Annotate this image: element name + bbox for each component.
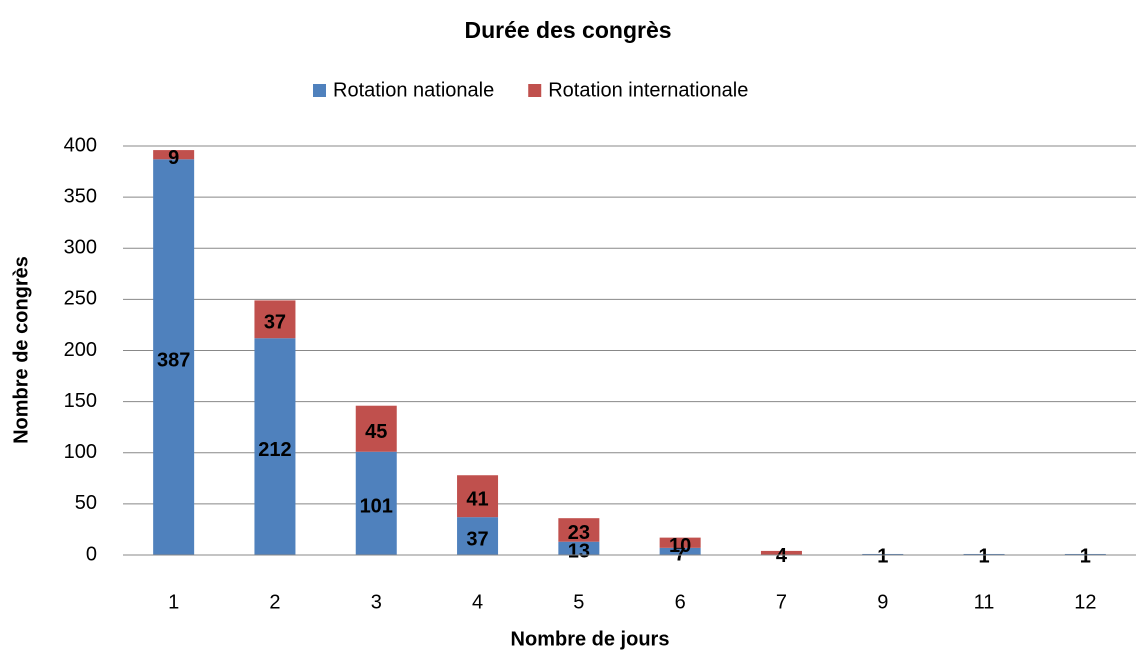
x-tick-label: 2 — [269, 591, 280, 613]
chart-title: Durée des congrès — [464, 17, 671, 43]
legend-swatch — [528, 84, 542, 97]
value-label: 23 — [568, 522, 590, 544]
bar-segment — [558, 518, 600, 542]
legend-label: Rotation internationale — [548, 79, 748, 101]
value-label: 1 — [978, 545, 989, 567]
x-tick-label: 3 — [371, 591, 382, 613]
bar-segment — [254, 338, 296, 555]
bar-segment — [457, 517, 499, 555]
y-tick-label: 50 — [75, 492, 97, 514]
y-tick-label: 400 — [64, 134, 97, 156]
y-tick-label: 300 — [64, 237, 97, 259]
value-label: 387 — [157, 349, 190, 371]
x-tick-label: 11 — [974, 591, 995, 613]
value-label: 37 — [466, 528, 488, 550]
value-label: 37 — [264, 312, 286, 334]
x-tick-label: 1 — [168, 591, 179, 613]
value-label: 41 — [466, 488, 488, 510]
bar-segment — [963, 553, 1005, 555]
value-label: 1 — [877, 545, 888, 567]
bar-segment — [659, 547, 701, 555]
value-label: 13 — [568, 541, 590, 563]
y-tick-label: 200 — [64, 339, 97, 361]
bar-segment — [1064, 553, 1106, 555]
bar-segment — [558, 541, 600, 555]
y-tick-label: 350 — [64, 185, 97, 207]
x-tick-label: 6 — [675, 591, 686, 613]
bar-segment — [355, 405, 397, 452]
value-label: 45 — [365, 421, 387, 443]
x-tick-label: 12 — [1074, 591, 1096, 613]
x-axis-label: Nombre de jours — [511, 628, 670, 650]
bar-segment — [659, 537, 701, 548]
bar-segment — [355, 451, 397, 555]
y-tick-label: 100 — [64, 441, 97, 463]
y-tick-label: 150 — [64, 390, 97, 412]
x-tick-label: 4 — [472, 591, 483, 613]
bar-segment — [862, 553, 904, 555]
value-label: 212 — [258, 439, 291, 461]
legend-label: Rotation nationale — [333, 79, 494, 101]
y-axis-label: Nombre de congrès — [10, 256, 32, 444]
x-tick-label: 7 — [776, 591, 787, 613]
bar-segment — [153, 159, 195, 556]
y-tick-label: 0 — [86, 543, 97, 565]
bar-segment — [153, 150, 195, 160]
bar-segment — [254, 300, 296, 339]
value-label: 1 — [1080, 545, 1091, 567]
x-tick-label: 9 — [877, 591, 888, 613]
value-label: 10 — [669, 535, 691, 557]
legend-swatch — [313, 84, 326, 97]
value-label: 4 — [776, 545, 788, 567]
value-label: 9 — [168, 147, 179, 169]
value-label: 101 — [360, 496, 393, 518]
bar-segment — [760, 550, 802, 555]
x-tick-label: 5 — [573, 591, 584, 613]
bar-segment — [457, 475, 499, 518]
y-tick-label: 250 — [64, 288, 97, 310]
